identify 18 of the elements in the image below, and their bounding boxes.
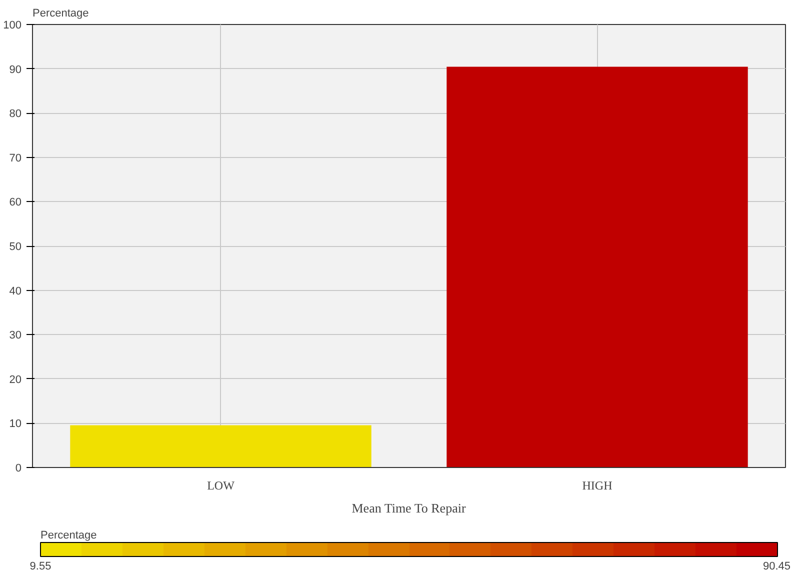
y-tick-label: 10 — [9, 418, 22, 430]
color-bar-title: Percentage — [40, 530, 97, 542]
x-axis-title: Mean Time To Repair — [352, 500, 466, 516]
y-tick-label: 0 — [15, 462, 22, 474]
y-tick-label: 20 — [9, 374, 22, 386]
y-tick-label: 30 — [9, 330, 22, 342]
x-tick-label: LOW — [207, 478, 236, 492]
y-tick-label: 70 — [9, 152, 22, 164]
y-tick-label: 90 — [9, 64, 22, 76]
y-tick-label: 80 — [9, 108, 22, 120]
y-tick-label: 40 — [9, 285, 22, 298]
color-bar-label: 90.45 — [762, 560, 791, 572]
color-bar-label: 9.55 — [30, 560, 52, 572]
y-tick-label: 100 — [3, 20, 22, 32]
y-tick-label: 60 — [9, 196, 22, 209]
y-axis-title: Percentage — [32, 8, 89, 20]
x-tick-label: HIGH — [582, 478, 613, 492]
y-tick-label: 50 — [9, 241, 22, 253]
